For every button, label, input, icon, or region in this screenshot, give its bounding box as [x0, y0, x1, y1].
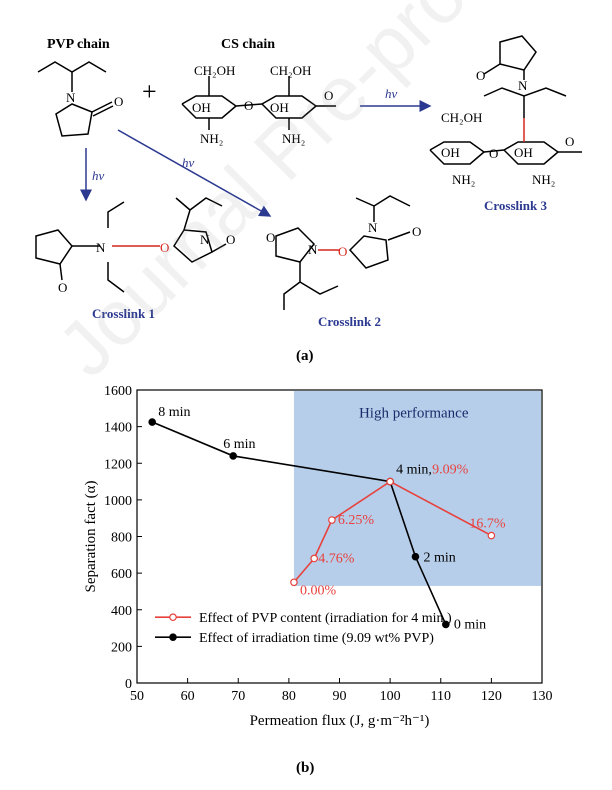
data-point	[442, 620, 450, 629]
x-tick-label: 50	[130, 689, 144, 704]
x-tick-label: 60	[181, 689, 195, 704]
svg-text:NH₂: NH₂	[282, 131, 305, 146]
chart-series: 8 min 6 min 4 min, 2 min 0 min 0.00% 4.76% 6.25…	[148, 405, 506, 632]
svg-text:N: N	[96, 240, 106, 255]
svg-text:O: O	[266, 230, 275, 245]
crosslink1-label: Crosslink 1	[92, 306, 155, 321]
svg-text:O: O	[244, 98, 253, 113]
crosslink2-label: Crosslink 2	[318, 314, 381, 329]
data-label: 0 min	[454, 617, 486, 632]
data-label: 4.76%	[318, 551, 355, 566]
legend-marker	[169, 613, 177, 622]
x-tick-label: 120	[481, 689, 502, 704]
separation-factor-chart: High performance 50 60 70 80 90 100 110 120 130 0…	[83, 384, 553, 729]
x-tick-label: 90	[333, 689, 347, 704]
cs-structure	[181, 76, 336, 130]
pvp-chain-label: PVP chain	[47, 37, 110, 52]
data-point	[487, 531, 496, 540]
svg-text:N: N	[518, 78, 528, 93]
svg-text:N: N	[200, 232, 210, 247]
y-tick-label: 0	[125, 677, 132, 692]
data-point	[310, 554, 318, 563]
svg-text:O: O	[565, 134, 574, 149]
data-point	[229, 452, 237, 460]
svg-text:N: N	[66, 90, 76, 105]
chart-legend: Effect of irradiation time (9.09 wt% PVP…	[155, 611, 452, 646]
x-tick-label: 70	[231, 689, 245, 704]
svg-text:CH₂OH: CH₂OH	[270, 63, 311, 78]
y-tick-label: 800	[111, 531, 132, 546]
svg-text:O: O	[489, 146, 498, 161]
legend-label: Effect of irradiation time (9.09 wt% PVP…	[199, 631, 434, 646]
x-tick-label: 110	[431, 689, 451, 704]
svg-text:hv: hv	[385, 86, 398, 101]
svg-text:CH₂OH: CH₂OH	[441, 110, 482, 125]
svg-text:OH: OH	[192, 100, 211, 115]
crosslink3-structure	[429, 35, 582, 165]
svg-text:N: N	[368, 220, 378, 235]
x-tick-label: 100	[380, 689, 401, 704]
legend-marker	[169, 633, 177, 642]
data-point	[290, 578, 298, 587]
svg-text:O: O	[412, 224, 421, 239]
panel-a-label: (a)	[296, 348, 314, 364]
svg-text:OH: OH	[514, 145, 533, 160]
y-tick-label: 1600	[104, 384, 132, 399]
pvp-structure	[37, 61, 114, 137]
x-tick-label: 130	[532, 689, 553, 704]
svg-text:O: O	[160, 240, 169, 255]
y-tick-label: 600	[111, 567, 132, 582]
svg-text:O: O	[476, 68, 485, 83]
svg-text:N: N	[308, 242, 318, 257]
svg-text:hv: hv	[182, 155, 195, 170]
panel-b-label: (b)	[296, 760, 315, 776]
x-axis-label: Permeation flux (J, g·m⁻²h⁻¹)	[250, 713, 430, 729]
data-label: 8 min	[158, 405, 190, 420]
svg-text:O: O	[324, 88, 333, 103]
svg-text:NH₂: NH₂	[200, 131, 223, 146]
svg-text:O: O	[338, 244, 347, 259]
data-point	[386, 477, 394, 486]
crosslink3-label: Crosslink 3	[484, 198, 547, 213]
data-label: 9.09%	[432, 463, 469, 478]
data-label: 2 min	[423, 551, 455, 566]
svg-text:CH₂OH: CH₂OH	[194, 63, 235, 78]
y-tick-label: 1200	[104, 457, 132, 472]
svg-text:NH₂: NH₂	[452, 172, 475, 187]
y-tick-label: 200	[111, 640, 132, 655]
y-tick-label: 1400	[104, 421, 132, 436]
y-tick-label: 1000	[104, 494, 132, 509]
data-label: 4 min,	[396, 463, 432, 478]
y-axis-label: Separation fact (α)	[83, 481, 99, 593]
crosslink-scheme: PVP chain N O + CS chain CH₂OH CH₂OH OH …	[35, 35, 582, 364]
chart-axes: 50 60 70 80 90 100 110 120 130 0 200 400 600 800 1000 1…	[104, 384, 553, 704]
crosslink2-structure	[275, 195, 411, 310]
svg-text:O: O	[114, 94, 123, 109]
svg-text:NH₂: NH₂	[532, 172, 555, 187]
svg-text:O: O	[58, 280, 67, 295]
high-performance-label: High performance	[359, 405, 469, 421]
data-label: 0.00%	[300, 583, 337, 598]
svg-text:O: O	[226, 232, 235, 247]
cs-chain-label: CS chain	[221, 37, 275, 52]
svg-text:OH: OH	[441, 145, 460, 160]
data-label: 6.25%	[338, 513, 375, 528]
arrow-to-crosslink2	[117, 129, 272, 217]
svg-text:OH: OH	[270, 100, 289, 115]
legend-label: Effect of PVP content (irradiation for 4…	[199, 611, 452, 626]
data-label: 16.7%	[469, 517, 506, 532]
svg-text:hv: hv	[92, 168, 105, 183]
data-point	[328, 516, 336, 524]
crosslink1-structure	[35, 197, 227, 293]
plus-sign: +	[142, 77, 157, 106]
data-label: 6 min	[223, 437, 255, 452]
x-tick-label: 80	[282, 689, 296, 704]
y-tick-label: 400	[111, 604, 132, 619]
data-point	[411, 552, 420, 561]
data-point	[148, 418, 156, 426]
